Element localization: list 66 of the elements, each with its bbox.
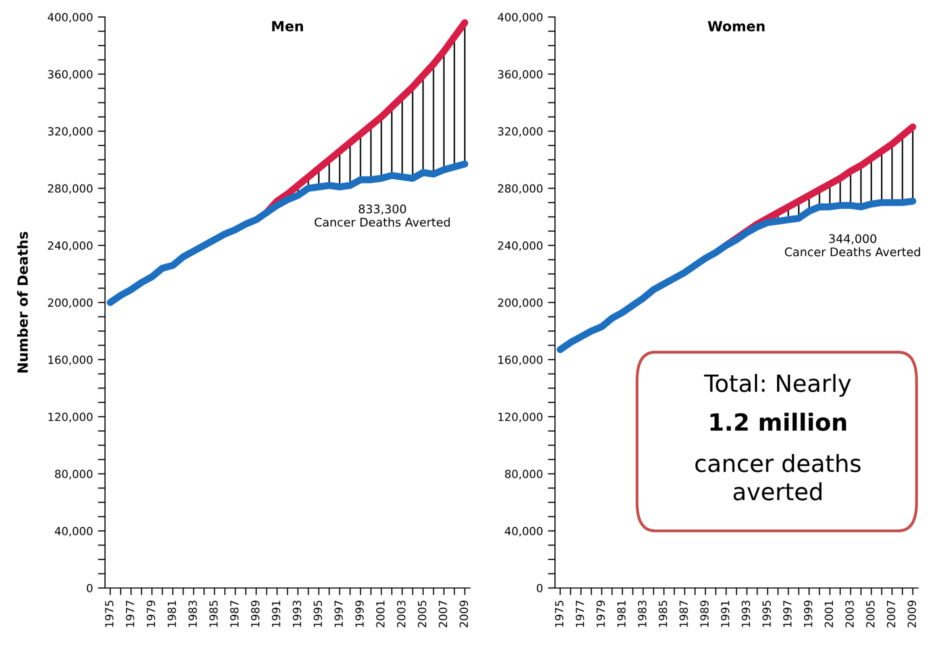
x-tick-label: 1987 bbox=[679, 600, 688, 627]
y-tick-label: 400,000 bbox=[48, 12, 92, 23]
annotation: Total: Nearly bbox=[704, 374, 851, 397]
x-tick-label: 1989 bbox=[251, 600, 260, 627]
y-tick-label: 280,000 bbox=[498, 184, 542, 194]
x-tick-label: 2005 bbox=[418, 600, 426, 628]
y-tick-label: 0 bbox=[536, 584, 542, 592]
y-tick-label: 200,000 bbox=[498, 298, 542, 308]
x-tick-label: 2007 bbox=[886, 600, 896, 628]
x-tick-label: 1993 bbox=[292, 600, 302, 627]
y-tick-label: 120,000 bbox=[48, 412, 92, 422]
y-tick-label: 200,000 bbox=[48, 298, 92, 308]
y-tick-label: 320,000 bbox=[48, 127, 92, 137]
x-tick-label: 1977 bbox=[126, 600, 134, 627]
x-tick-label: 1981 bbox=[168, 600, 176, 627]
x-tick-label: 2009 bbox=[908, 600, 916, 628]
y-tick-label: 40,000 bbox=[54, 526, 92, 536]
x-tick-label: 2003 bbox=[397, 600, 406, 628]
y-axis-title: Number of Deaths bbox=[17, 232, 28, 373]
y-tick-label: 360,000 bbox=[48, 70, 92, 80]
x-tick-label: 1999 bbox=[804, 600, 812, 627]
x-tick-label: 1985 bbox=[209, 600, 218, 627]
chart-title: Men bbox=[272, 21, 303, 32]
x-tick-label: 1987 bbox=[230, 600, 239, 627]
x-tick-label: 1983 bbox=[638, 600, 646, 627]
x-tick-label: 1979 bbox=[146, 600, 156, 627]
chart-title: Women bbox=[708, 21, 764, 32]
y-tick-label: 320,000 bbox=[498, 127, 542, 137]
x-tick-label: 1999 bbox=[355, 600, 364, 627]
y-tick-label: 80,000 bbox=[55, 470, 92, 480]
x-tick-label: 1991 bbox=[720, 600, 730, 627]
x-tick-label: 1981 bbox=[617, 600, 626, 627]
x-tick-label: 1985 bbox=[658, 600, 668, 627]
y-tick-label: 80,000 bbox=[505, 470, 542, 480]
y-tick-label: 280,000 bbox=[48, 184, 92, 194]
x-tick-label: 2001 bbox=[824, 600, 834, 628]
annotation: 833,300 Cancer Deaths Averted bbox=[314, 204, 450, 227]
y-tick-label: 0 bbox=[86, 584, 92, 592]
y-tick-label: 400,000 bbox=[498, 12, 542, 23]
x-tick-label: 1975 bbox=[105, 600, 114, 627]
y-tick-label: 160,000 bbox=[48, 356, 92, 366]
x-tick-label: 2007 bbox=[438, 600, 448, 628]
x-tick-label: 1997 bbox=[783, 600, 792, 627]
x-tick-label: 2003 bbox=[845, 600, 854, 628]
x-tick-label: 1977 bbox=[576, 600, 584, 627]
annotation: 1.2 million bbox=[710, 412, 846, 431]
x-tick-label: 2001 bbox=[376, 600, 385, 628]
x-tick-label: 2005 bbox=[866, 600, 875, 628]
x-tick-label: 2009 bbox=[460, 600, 468, 628]
annotation: cancer deaths averted bbox=[695, 454, 861, 500]
y-tick-label: 360,000 bbox=[498, 70, 542, 80]
y-tick-label: 40,000 bbox=[504, 526, 542, 536]
x-tick-label: 1979 bbox=[596, 600, 605, 627]
x-tick-label: 1975 bbox=[555, 600, 564, 627]
x-tick-label: 1997 bbox=[334, 600, 343, 627]
x-tick-label: 1995 bbox=[314, 600, 322, 627]
x-tick-label: 1989 bbox=[700, 600, 709, 627]
x-tick-label: 1991 bbox=[272, 600, 280, 627]
y-tick-label: 240,000 bbox=[498, 241, 542, 251]
x-tick-label: 1993 bbox=[742, 600, 750, 627]
x-tick-label: 1983 bbox=[188, 600, 197, 627]
x-tick-label: 1995 bbox=[762, 600, 771, 627]
y-tick-label: 120,000 bbox=[498, 412, 542, 422]
y-tick-label: 240,000 bbox=[48, 241, 92, 251]
annotation: 344,000 Cancer Deaths Averted bbox=[784, 234, 920, 256]
y-tick-label: 160,000 bbox=[498, 356, 542, 366]
